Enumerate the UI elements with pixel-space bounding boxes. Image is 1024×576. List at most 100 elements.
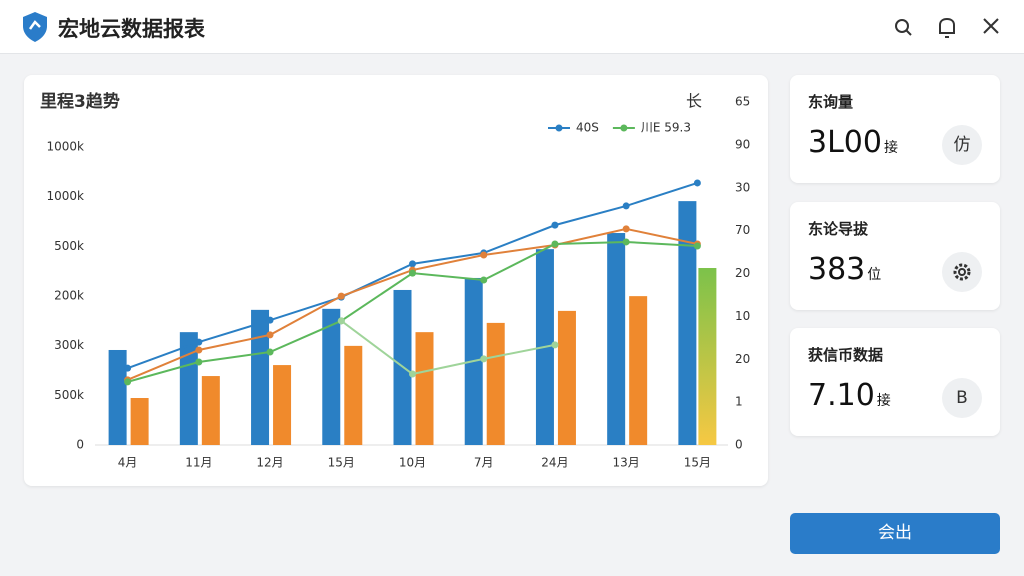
card-value: 7.10 接: [808, 378, 891, 413]
card-icon: 仿: [942, 125, 982, 165]
line-point: [622, 238, 630, 246]
card-unit: 接: [876, 393, 891, 409]
y2-axis-label: 10: [735, 309, 750, 323]
x-tick-label: 15月: [684, 456, 711, 470]
bar: [322, 308, 341, 445]
y-axis-label: 200k: [54, 289, 84, 303]
card-title: 获信币数据: [808, 346, 884, 364]
line: [340, 320, 556, 376]
line-point: [693, 179, 701, 187]
y2-axis-label: 30: [735, 180, 750, 194]
app-title: 宏地云数据报表: [58, 17, 205, 41]
line-point: [551, 221, 559, 229]
y-axis-label: 1000k: [47, 189, 85, 203]
card-title: 东询量: [808, 93, 854, 111]
x-tick-label: 24月: [541, 456, 568, 470]
bar: [698, 268, 717, 445]
bar: [344, 345, 363, 445]
line-point: [266, 316, 274, 324]
chart-title: 里程3趋势: [40, 91, 120, 112]
line-point: [480, 251, 488, 259]
stat-card: 东询量 3L00 接 仿: [790, 75, 1000, 183]
y2-axis-label: 0: [735, 438, 743, 452]
line-point: [551, 240, 559, 248]
bell-icon[interactable]: [939, 17, 955, 38]
x-tick-label: 13月: [613, 456, 640, 470]
toolbar: [895, 17, 999, 38]
header: 宏地云数据报表: [0, 0, 1024, 54]
y2-axis-label: 20: [735, 352, 750, 366]
bar: [629, 296, 648, 445]
line-point: [124, 364, 132, 372]
line-point: [693, 242, 701, 250]
x-tick-label: 7月: [474, 456, 494, 470]
bar: [415, 332, 434, 445]
x-tick-label: 15月: [328, 456, 355, 470]
card-unit: 接: [883, 140, 898, 156]
card-unit: 位: [867, 267, 882, 283]
bar: [108, 349, 127, 445]
y2-axis-label: 1: [735, 395, 743, 409]
line-point: [480, 276, 488, 284]
y-axis-label: 0: [76, 438, 84, 452]
stat-card: 获信币数据 7.10 接 B: [790, 328, 1000, 436]
bar: [273, 365, 292, 445]
line-point: [124, 378, 132, 386]
card-icon: B: [942, 378, 982, 418]
y-axis-label: 500k: [54, 388, 84, 402]
line-point: [266, 348, 274, 356]
line-point: [409, 269, 416, 277]
x-tick-label: 12月: [256, 456, 283, 470]
line-point: [337, 317, 345, 325]
line-point: [266, 331, 274, 339]
bar: [179, 332, 198, 445]
bar: [130, 398, 149, 445]
legend-label: 川E 59.3: [641, 121, 691, 135]
x-tick-label: 4月: [118, 456, 138, 470]
line-point: [195, 338, 203, 346]
line-point: [409, 260, 416, 268]
search-icon[interactable]: [895, 19, 912, 36]
legend-dot: [620, 124, 628, 132]
y-axis-label: 300k: [54, 338, 84, 352]
export-button[interactable]: 会出: [790, 513, 1000, 554]
stat-card: 东论导拔 383 位: [790, 202, 1000, 310]
bar: [557, 310, 576, 445]
legend-dot: [555, 124, 563, 132]
bar: [607, 233, 626, 445]
line-point: [195, 358, 203, 366]
close-icon[interactable]: [983, 18, 999, 34]
bar: [486, 322, 505, 445]
bar: [251, 309, 270, 445]
card-number: 7.10: [808, 378, 875, 413]
card-title: 东论导拔: [808, 220, 869, 238]
y-axis-label: 500k: [54, 239, 84, 253]
y2-axis-label: 20: [735, 266, 750, 280]
logo: [23, 12, 47, 42]
x-tick-label: 11月: [185, 456, 212, 470]
legend-label: 40S: [576, 121, 599, 135]
bar: [201, 376, 220, 445]
line-point: [480, 355, 488, 363]
line-point: [195, 346, 203, 354]
bar: [678, 201, 697, 445]
x-tick-label: 10月: [399, 456, 426, 470]
card-value: 383 位: [808, 252, 881, 287]
card-number: 383: [808, 252, 866, 287]
y2-axis-label: 90: [735, 137, 750, 151]
card-number: 3L00: [808, 125, 882, 160]
card-value: 3L00 接: [808, 125, 898, 160]
y-axis-label: 1000k: [47, 140, 85, 154]
line-point: [409, 370, 416, 378]
line-point: [551, 341, 559, 349]
line-point: [622, 202, 630, 210]
y2-axis-label: 70: [735, 223, 750, 237]
line-point: [337, 292, 345, 300]
card-icon: [942, 252, 982, 292]
line-point: [622, 225, 630, 233]
gear-icon: [953, 263, 971, 281]
corner-label: 长: [686, 92, 702, 111]
y2-axis-label: 65: [735, 95, 750, 109]
